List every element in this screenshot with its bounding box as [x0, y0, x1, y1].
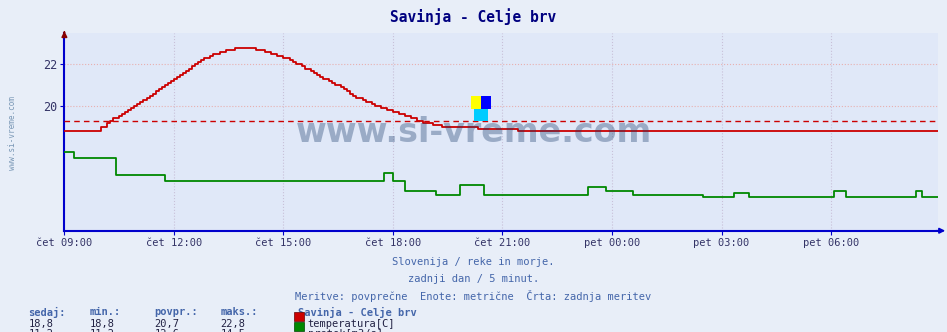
Text: 22,8: 22,8: [221, 319, 245, 329]
Text: sedaj:: sedaj:: [28, 307, 66, 318]
Text: pretok[m3/s]: pretok[m3/s]: [308, 329, 383, 332]
Text: Savinja - Celje brv: Savinja - Celje brv: [298, 307, 417, 318]
Text: 20,7: 20,7: [154, 319, 179, 329]
Text: maks.:: maks.:: [221, 307, 259, 317]
Text: www.si-vreme.com: www.si-vreme.com: [295, 116, 652, 149]
Text: 18,8: 18,8: [28, 319, 53, 329]
Text: 11,2: 11,2: [90, 329, 115, 332]
Text: Savinja - Celje brv: Savinja - Celje brv: [390, 8, 557, 25]
Text: temperatura[C]: temperatura[C]: [308, 319, 395, 329]
Text: 12,6: 12,6: [154, 329, 179, 332]
Text: Meritve: povprečne  Enote: metrične  Črta: zadnja meritev: Meritve: povprečne Enote: metrične Črta:…: [295, 290, 652, 302]
Text: 14,5: 14,5: [221, 329, 245, 332]
Text: www.si-vreme.com: www.si-vreme.com: [8, 96, 17, 170]
Text: Slovenija / reke in morje.: Slovenija / reke in morje.: [392, 257, 555, 267]
Text: 11,2: 11,2: [28, 329, 53, 332]
Text: 18,8: 18,8: [90, 319, 115, 329]
Text: min.:: min.:: [90, 307, 121, 317]
Text: zadnji dan / 5 minut.: zadnji dan / 5 minut.: [408, 274, 539, 284]
Text: povpr.:: povpr.:: [154, 307, 198, 317]
